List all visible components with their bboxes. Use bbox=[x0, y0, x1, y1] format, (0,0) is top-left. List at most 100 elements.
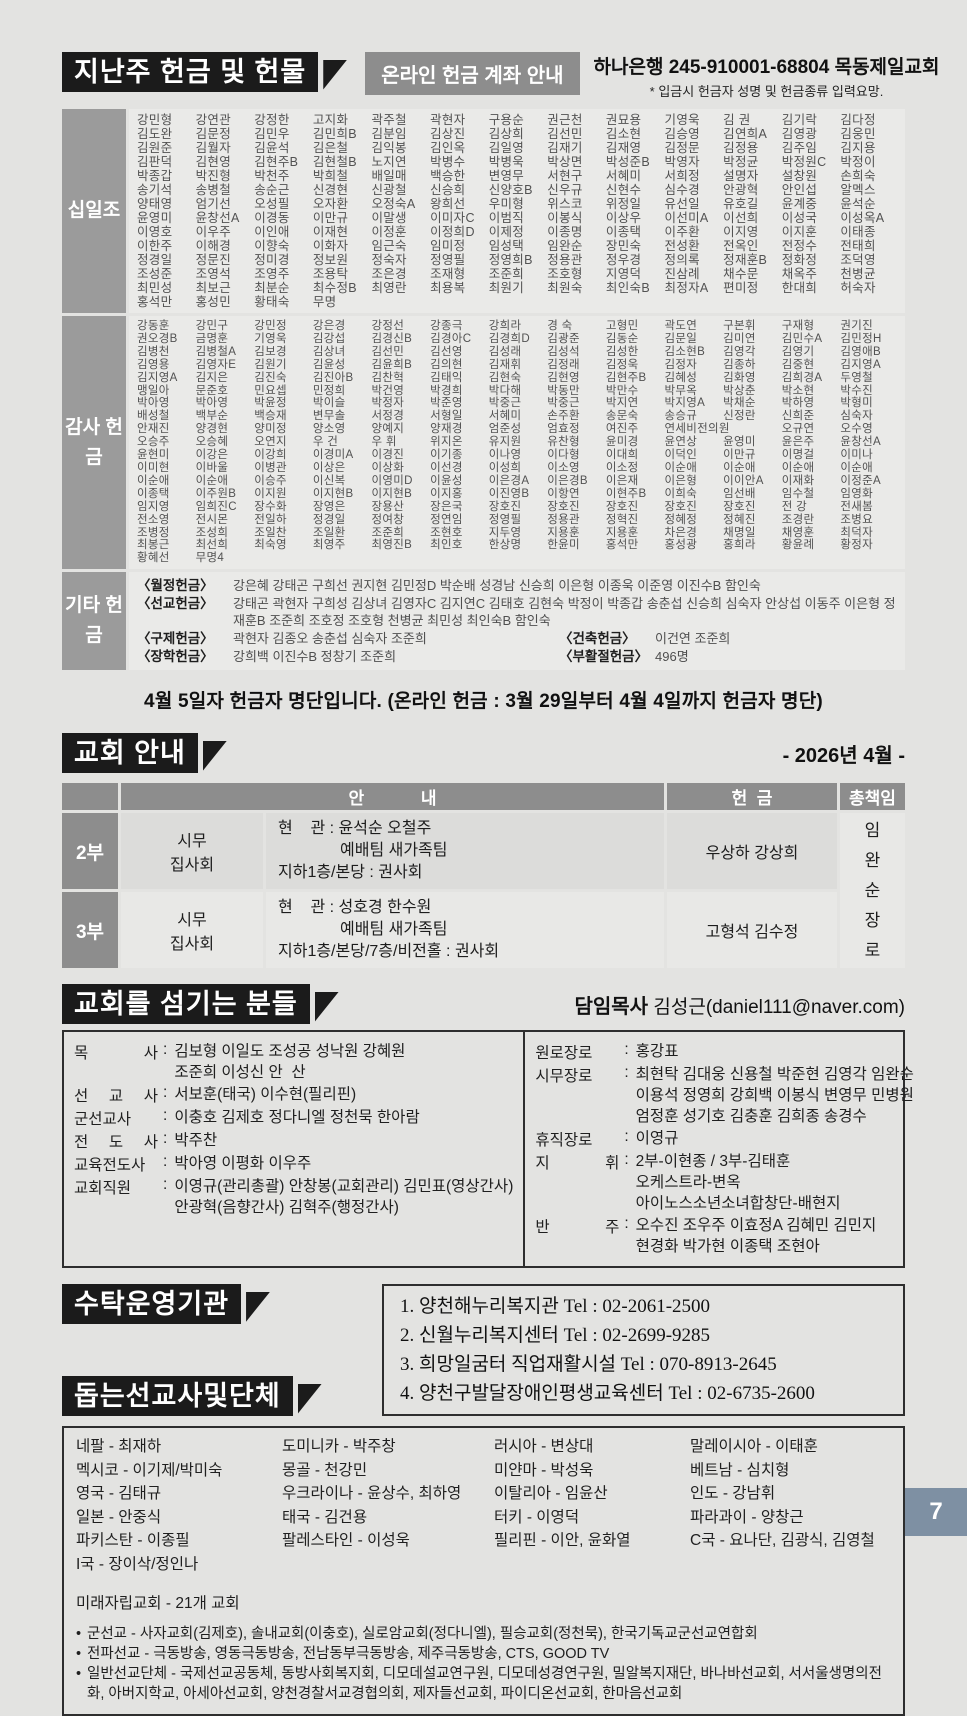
offering-name: 박만수 bbox=[605, 384, 639, 397]
etc-offering-names: 강희백 이진수B 정창기 조준희 bbox=[233, 649, 397, 665]
servant-name-line: 김보형 이일도 조성공 성낙원 강혜원 bbox=[174, 1043, 406, 1061]
offering-name: 한상명 bbox=[488, 539, 522, 552]
offering-name: 박병수 bbox=[430, 155, 466, 169]
offering-name: 이나영 bbox=[488, 449, 522, 462]
offering-name: 신정란 bbox=[723, 410, 756, 423]
offering-name-row: 윤현미 이강은 이강희 이경미A 이경진 이기종 이나영 이다형 이대희 이덕인 이만규 이명걸 이미나 bbox=[137, 449, 899, 462]
offering-name: 김현영 bbox=[547, 371, 580, 384]
offering-name: 위스코 bbox=[547, 197, 583, 211]
offering-name: 정화정 bbox=[781, 253, 818, 267]
servant-role-label: 지 휘 bbox=[535, 1155, 620, 1173]
service-group-cell: 시무 집사회 bbox=[121, 813, 263, 890]
offering-name: 장호진 bbox=[488, 500, 522, 513]
chief-elder-char: 장 bbox=[864, 910, 881, 930]
offering-name: 고형민 bbox=[605, 320, 639, 332]
offering-name: 고지화 bbox=[312, 113, 349, 127]
servant-names: 홍강표 bbox=[636, 1041, 914, 1063]
offering-name: 강정선 bbox=[371, 320, 405, 332]
servant-role-colon: : bbox=[163, 1107, 168, 1125]
offering-name-row: 최민성 최보근 최분순 최수정B 최영란 최용복 최원기 최원숙 최인숙B 최정자A 편미정 한대희 허… bbox=[137, 281, 899, 295]
offering-name: 김재영 bbox=[605, 141, 642, 155]
offering-name: 이해경 bbox=[195, 239, 232, 253]
offering-name: 배성철 bbox=[137, 410, 170, 423]
offering-name-row: 맹일아 문준호 민요셉 민정희 박건영 박경희 박다해 박동만 박만수 박무옥 박상춘 박소현 박수진 bbox=[137, 385, 899, 398]
offering-name: 신우규 bbox=[547, 183, 583, 197]
offering-name: 조영주 bbox=[254, 267, 290, 281]
offering-name: 오연지 bbox=[254, 436, 287, 449]
offering-name-row: 홍석만 홍성민 황태숙 무명 bbox=[137, 295, 899, 309]
offering-name: 박상춘 bbox=[723, 384, 756, 397]
offering-name: 강동훈 bbox=[137, 320, 170, 332]
etc-offering-label: 〈선교헌금〉 bbox=[137, 596, 214, 612]
offering-name: 이주환 bbox=[664, 225, 700, 239]
offering-name: 오승주 bbox=[137, 436, 170, 449]
offering-name: 정의록 bbox=[664, 253, 700, 267]
offering-name: 무명 bbox=[312, 295, 337, 309]
offering-name: 장호진 bbox=[664, 500, 698, 513]
offering-name: 이항연 bbox=[547, 487, 580, 500]
offering-name: 김판덕 bbox=[137, 155, 173, 169]
offering-name: 이순애 bbox=[781, 461, 815, 474]
page-number: 7 bbox=[929, 1498, 943, 1525]
mission-entry: 우크라이나 - 윤상수, 최하영 bbox=[282, 1485, 462, 1503]
servant-name-line: 이용석 정영희 강희백 이봉식 변영무 민병원 bbox=[635, 1087, 914, 1105]
mission-bullet: • 군선교 - 사자교회(김제호), 솔내교회(이충호), 실로암교회(정다니엘)… bbox=[76, 1624, 891, 1644]
offering-name: 김희경A bbox=[781, 371, 823, 384]
servant-role-label: 원로장로 bbox=[535, 1045, 593, 1063]
servant-name-line: 이충호 김제호 정다니엘 정천묵 한아람 bbox=[174, 1109, 420, 1127]
offering-name: 송기석 bbox=[137, 183, 173, 197]
offering-name: 정용관 bbox=[547, 253, 583, 267]
offering-name: 이기종 bbox=[430, 449, 463, 462]
offering-name: 이바울 bbox=[195, 461, 229, 474]
offering-name-row: 박종갑 박진형 박천주 박희철 배일매 백승한 변영무 서현구 서혜미 서희정 설명자 설창원 손희숙 bbox=[137, 169, 899, 183]
offering-name: 이은경B bbox=[547, 474, 588, 487]
offering-name: 차은경 bbox=[664, 526, 698, 539]
offering-name: 김 권 bbox=[723, 113, 751, 127]
mission-entry: 파키스탄 - 이종필 bbox=[76, 1532, 190, 1550]
flag-triangle-icon bbox=[323, 59, 348, 90]
bank-account-line: 하나은행 245-910001-68804 목동제일교회 bbox=[593, 57, 940, 78]
offering-name: 김정용 bbox=[723, 141, 759, 155]
mission-entry: 터키 - 이영덕 bbox=[494, 1508, 580, 1526]
offering-name: 이강희 bbox=[254, 449, 287, 462]
offering-name: 이소영 bbox=[547, 461, 580, 474]
offering-name: 전옥인 bbox=[723, 239, 759, 253]
etc-offering-row: 〈구제헌금〉 곽현자 김종오 송춘섭 심숙자 조준희 〈건축헌금〉 이건연 조준희 bbox=[137, 630, 899, 647]
mission-entry: 인도 - 강남휘 bbox=[690, 1485, 776, 1503]
offering-name: 강은경 bbox=[312, 320, 346, 332]
offering-name: 맹일아 bbox=[137, 384, 170, 397]
servant-names: 최현탁 김대웅 신용철 박준현 김영각 임완순 이용석 정영희 강희백 이봉식 변… bbox=[636, 1064, 914, 1127]
offering-name-row: 이종택 이주원B 이지원 이지현B 이지현B 이지홍 이진영B 이항연 이현주B 이희숙 임선배 임수… bbox=[137, 488, 899, 501]
offering-name-row: 김영용 김영자E 김원기 김윤성 김윤희B 김의현 김재휘 김정래 김정욱 김정자 김종하 김중현 김지… bbox=[137, 359, 899, 372]
offering-name-row: 권오경B 금명훈 기영욱 김강섭 김경신B 김경아C 김경희D 김광준 김동순 김문일 김미연 김민수… bbox=[137, 333, 899, 346]
etc-label: 기타 헌금 bbox=[62, 572, 126, 671]
offering-name: 정여창 bbox=[371, 513, 405, 526]
offering-name-row: 송기석 송병철 송순근 신경현 신광철 신승희 신양호B 신우규 신현수 심수경 안광혁 안인섭 알멕스 bbox=[137, 183, 899, 197]
servant-role-label: 교육전도사 bbox=[74, 1157, 146, 1175]
offering-name: 양재경 bbox=[430, 423, 463, 436]
offering-name: 강희라 bbox=[488, 320, 522, 332]
offering-name: 송순근 bbox=[254, 183, 290, 197]
offering-name: 최수정B bbox=[312, 281, 357, 295]
offering-name: 이지훈 bbox=[781, 225, 818, 239]
mission-entry: 도미니카 - 박주창 bbox=[282, 1438, 396, 1456]
offering-name: 윤미경 bbox=[605, 436, 639, 449]
offering-name: 김현영 bbox=[195, 155, 232, 169]
etc-offering-label: 〈구제헌금〉 bbox=[137, 631, 214, 647]
offering-name: 서혜미 bbox=[605, 169, 642, 183]
offering-name: 김중현 bbox=[781, 358, 815, 371]
offering-name: 박천주 bbox=[254, 169, 290, 183]
servant-name-line: 아이노스소년소녀합창단-배현지 bbox=[635, 1195, 841, 1213]
offering-name: 백승한 bbox=[430, 169, 466, 183]
offering-name: 김동순 bbox=[605, 332, 639, 345]
offering-name: 임희진C bbox=[195, 500, 237, 513]
offering-name: 위정일 bbox=[605, 197, 642, 211]
offering-name: 이우주 bbox=[195, 225, 232, 239]
offering-name: 김인옥 bbox=[430, 141, 466, 155]
servants-header: 교회를 섬기는 분들 담임목사 김성근(daniel111@naver.com) bbox=[62, 984, 905, 1025]
missions-title-box: 돕는선교사및단체 bbox=[62, 1376, 362, 1417]
mission-entry: 러시아 - 변상대 bbox=[494, 1438, 594, 1456]
offering-name: 강민형 bbox=[137, 113, 173, 127]
offering-name: 이선미A bbox=[664, 211, 709, 225]
offering-name: 이은경A bbox=[488, 474, 530, 487]
